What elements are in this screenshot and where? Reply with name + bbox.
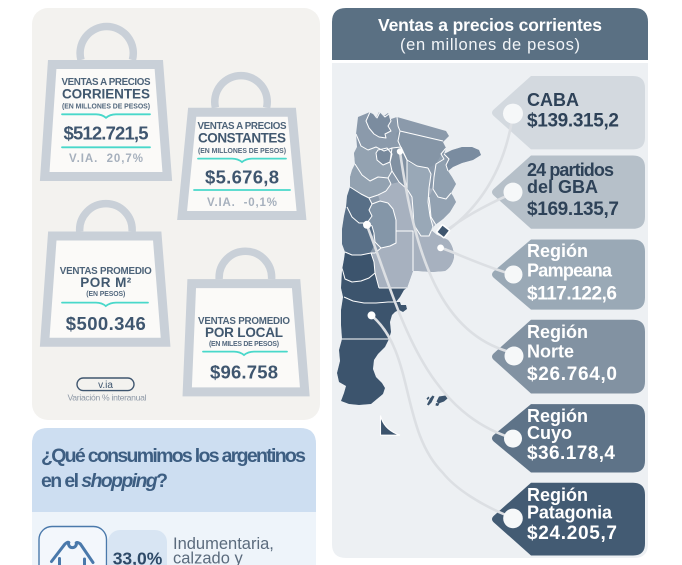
svg-text:Norte: Norte [527, 342, 574, 362]
svg-text:$26.764,0: $26.764,0 [527, 364, 617, 385]
svg-text:VENTAS A PRECIOS: VENTAS A PRECIOS [62, 77, 151, 88]
svg-text:Región: Región [527, 406, 588, 426]
svg-text:$500.346: $500.346 [66, 313, 146, 334]
svg-text:Pampeana: Pampeana [527, 261, 613, 281]
svg-text:en el shopping?: en el shopping? [41, 470, 168, 492]
svg-text:Región: Región [527, 322, 588, 342]
svg-text:¿Qué consumimos los argentinos: ¿Qué consumimos los argentinos [41, 445, 306, 467]
svg-text:Patagonia: Patagonia [527, 503, 613, 523]
svg-text:CORRIENTES: CORRIENTES [62, 87, 150, 102]
svg-text:Variación % interanual: Variación % interanual [68, 393, 147, 403]
svg-text:POR M²: POR M² [80, 275, 132, 290]
svg-text:$139.315,2: $139.315,2 [527, 111, 619, 132]
svg-text:del GBA: del GBA [527, 177, 598, 197]
svg-text:calzado y: calzado y [173, 550, 243, 565]
svg-text:POR LOCAL: POR LOCAL [205, 325, 283, 340]
svg-text:VENTAS PROMEDIO: VENTAS PROMEDIO [60, 266, 152, 277]
svg-text:Ventas a precios corrientes: Ventas a precios corrientes [378, 15, 602, 35]
svg-text:(EN MILLONES DE PESOS): (EN MILLONES DE PESOS) [62, 104, 150, 111]
svg-text:$512.721,5: $512.721,5 [64, 123, 149, 144]
svg-text:$36.178,4: $36.178,4 [527, 443, 615, 464]
svg-text:VENTAS PROMEDIO: VENTAS PROMEDIO [198, 316, 290, 327]
svg-text:CONSTANTES: CONSTANTES [198, 131, 286, 146]
svg-text:(en millones de pesos): (en millones de pesos) [400, 36, 580, 54]
svg-text:V.IA. 20,7%: V.IA. 20,7% [69, 153, 143, 165]
svg-text:Cuyo: Cuyo [527, 423, 572, 443]
svg-text:(EN PESOS): (EN PESOS) [86, 291, 125, 298]
svg-text:(EN MILLONES DE PESOS): (EN MILLONES DE PESOS) [198, 148, 286, 155]
svg-text:V.IA. -0,1%: V.IA. -0,1% [207, 197, 277, 209]
svg-text:$96.758: $96.758 [210, 362, 278, 383]
svg-text:$169.135,7: $169.135,7 [527, 199, 619, 220]
svg-text:$5.676,8: $5.676,8 [205, 167, 279, 188]
svg-text:$24.205,7: $24.205,7 [527, 523, 617, 544]
svg-text:Región: Región [527, 241, 588, 261]
svg-text:(EN MILES DE PESOS): (EN MILES DE PESOS) [209, 341, 279, 348]
svg-text:$117.122,6: $117.122,6 [527, 284, 617, 305]
svg-text:v.ia: v.ia [98, 380, 113, 391]
svg-text:VENTAS A PRECIOS: VENTAS A PRECIOS [198, 121, 287, 132]
svg-text:CABA: CABA [527, 90, 579, 110]
svg-text:24 partidos: 24 partidos [527, 160, 614, 180]
svg-text:Indumentaria,: Indumentaria, [173, 535, 274, 553]
svg-text:33,0%: 33,0% [113, 549, 163, 565]
svg-text:Región: Región [527, 485, 588, 505]
